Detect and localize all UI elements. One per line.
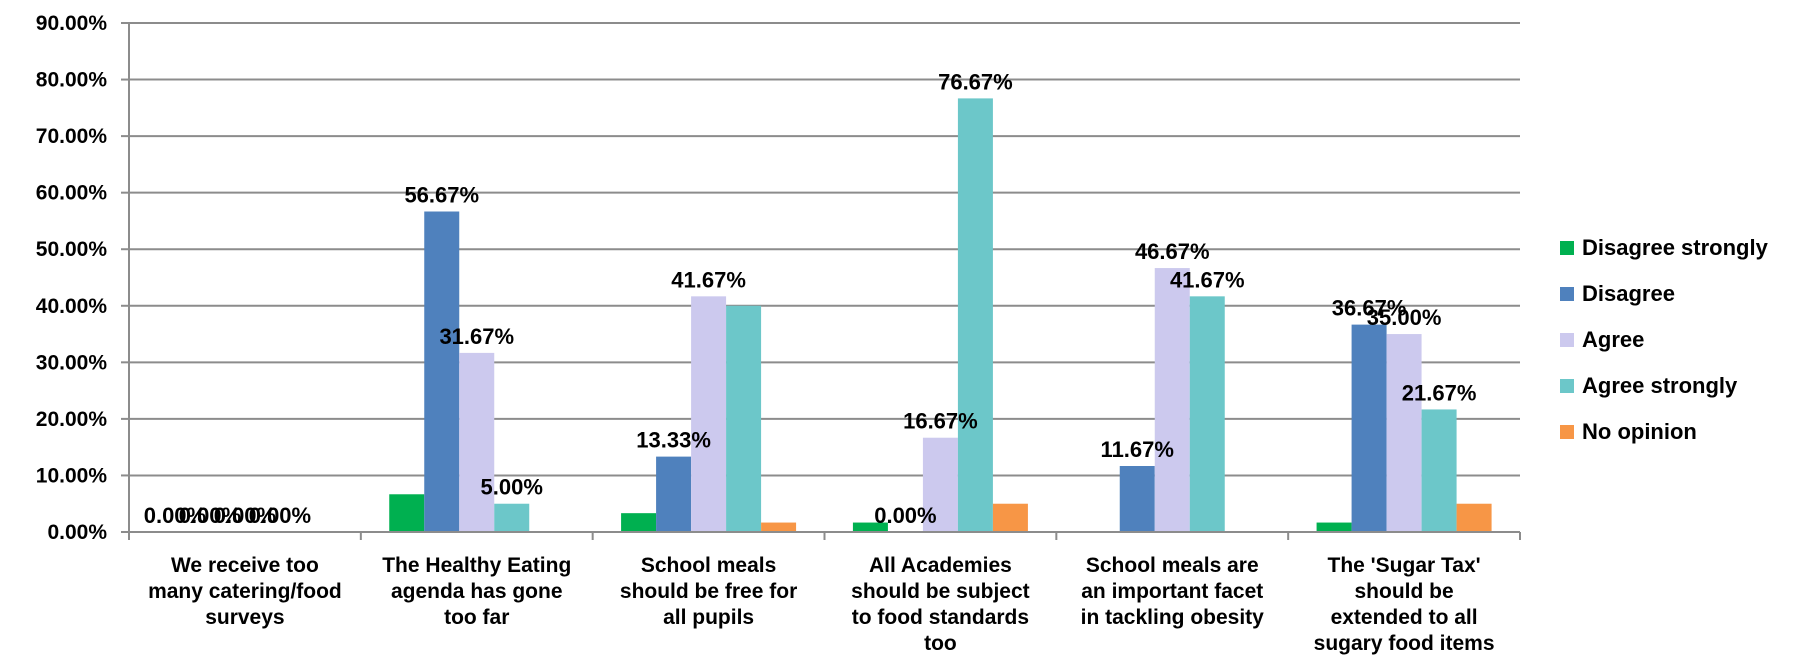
legend-swatch bbox=[1560, 425, 1574, 439]
legend-label: Disagree strongly bbox=[1582, 235, 1769, 260]
legend-label: Agree strongly bbox=[1582, 373, 1738, 398]
data-label: 13.33% bbox=[636, 428, 711, 453]
bar bbox=[1189, 296, 1225, 532]
data-label: 0.00% bbox=[144, 503, 206, 528]
data-label: 56.67% bbox=[404, 182, 479, 207]
legend-swatch bbox=[1560, 287, 1574, 301]
bar bbox=[1456, 503, 1492, 532]
bar bbox=[1154, 268, 1190, 532]
data-labels: 0.00%0.00%56.67%13.33%0.00%11.67%36.67%0… bbox=[144, 69, 1477, 528]
legend-label: Disagree bbox=[1582, 281, 1675, 306]
x-category-label: The Healthy Eating agenda has gone too far bbox=[382, 554, 571, 629]
y-tick-label: 80.00% bbox=[36, 69, 108, 92]
y-tick-label: 0.00% bbox=[47, 521, 107, 544]
data-label: 5.00% bbox=[481, 475, 543, 500]
bar bbox=[691, 296, 727, 532]
x-category-label: The 'Sugar Tax' should be extended to all s… bbox=[1314, 554, 1495, 655]
data-label: 31.67% bbox=[439, 324, 514, 349]
data-label: 41.67% bbox=[671, 267, 746, 292]
legend-swatch bbox=[1560, 241, 1574, 255]
data-label: 0.00% bbox=[249, 503, 311, 528]
bar bbox=[1119, 465, 1155, 532]
x-category-label: School meals should be free for all pupils bbox=[620, 554, 797, 629]
y-tick-label: 30.00% bbox=[36, 351, 108, 374]
y-tick-label: 20.00% bbox=[36, 408, 108, 431]
bar bbox=[389, 494, 425, 532]
y-tick-label: 70.00% bbox=[36, 125, 108, 148]
data-label: 46.67% bbox=[1135, 239, 1210, 264]
bar bbox=[494, 503, 530, 532]
x-category-label: We receive too many catering/food surveys bbox=[148, 554, 342, 629]
bar bbox=[726, 305, 762, 532]
bar bbox=[1351, 324, 1387, 532]
data-label: 41.67% bbox=[1170, 267, 1245, 292]
data-label: 0.00% bbox=[179, 503, 241, 528]
bars bbox=[389, 98, 1492, 533]
legend-swatch bbox=[1560, 333, 1574, 347]
bar bbox=[957, 98, 993, 533]
bar bbox=[852, 522, 888, 532]
x-category-label: School meals are an important facet in tac… bbox=[1081, 554, 1265, 629]
bar bbox=[424, 211, 460, 532]
gridlines bbox=[129, 22, 1520, 477]
data-label: 35.00% bbox=[1367, 305, 1442, 330]
data-label: 36.67% bbox=[1332, 296, 1407, 321]
y-axis: 0.00% 10.00% 20.00% 30.00% 40.00% 50.00% 60.00… bbox=[36, 12, 130, 544]
data-label: 76.67% bbox=[938, 69, 1013, 94]
legend-swatch bbox=[1560, 379, 1574, 393]
data-label: 21.67% bbox=[1402, 380, 1477, 405]
x-axis: We receive too many catering/food surveys T… bbox=[128, 531, 1521, 655]
bar bbox=[1386, 334, 1422, 532]
data-label: 11.67% bbox=[1101, 437, 1174, 462]
y-tick-label: 10.00% bbox=[36, 464, 108, 487]
x-category-label: All Academies should be subject to food st… bbox=[851, 554, 1030, 655]
legend: Disagree strongly Disagree Agree Agree stro… bbox=[1560, 235, 1769, 444]
data-label: 16.67% bbox=[903, 409, 978, 434]
legend-label: Agree bbox=[1582, 327, 1644, 352]
legend-label: No opinion bbox=[1582, 419, 1697, 444]
bar bbox=[922, 437, 958, 532]
bar bbox=[656, 456, 692, 532]
y-tick-label: 40.00% bbox=[36, 295, 108, 318]
y-tick-label: 50.00% bbox=[36, 238, 108, 261]
bar bbox=[459, 352, 495, 532]
bar bbox=[761, 522, 797, 532]
data-label: 0.00% bbox=[214, 503, 276, 528]
bar bbox=[1421, 409, 1457, 532]
bar bbox=[621, 513, 657, 532]
data-label: 0.00% bbox=[874, 503, 936, 528]
y-tick-label: 60.00% bbox=[36, 182, 108, 205]
bar bbox=[1316, 522, 1352, 532]
bar bbox=[992, 503, 1028, 532]
y-tick-label: 90.00% bbox=[36, 12, 108, 35]
